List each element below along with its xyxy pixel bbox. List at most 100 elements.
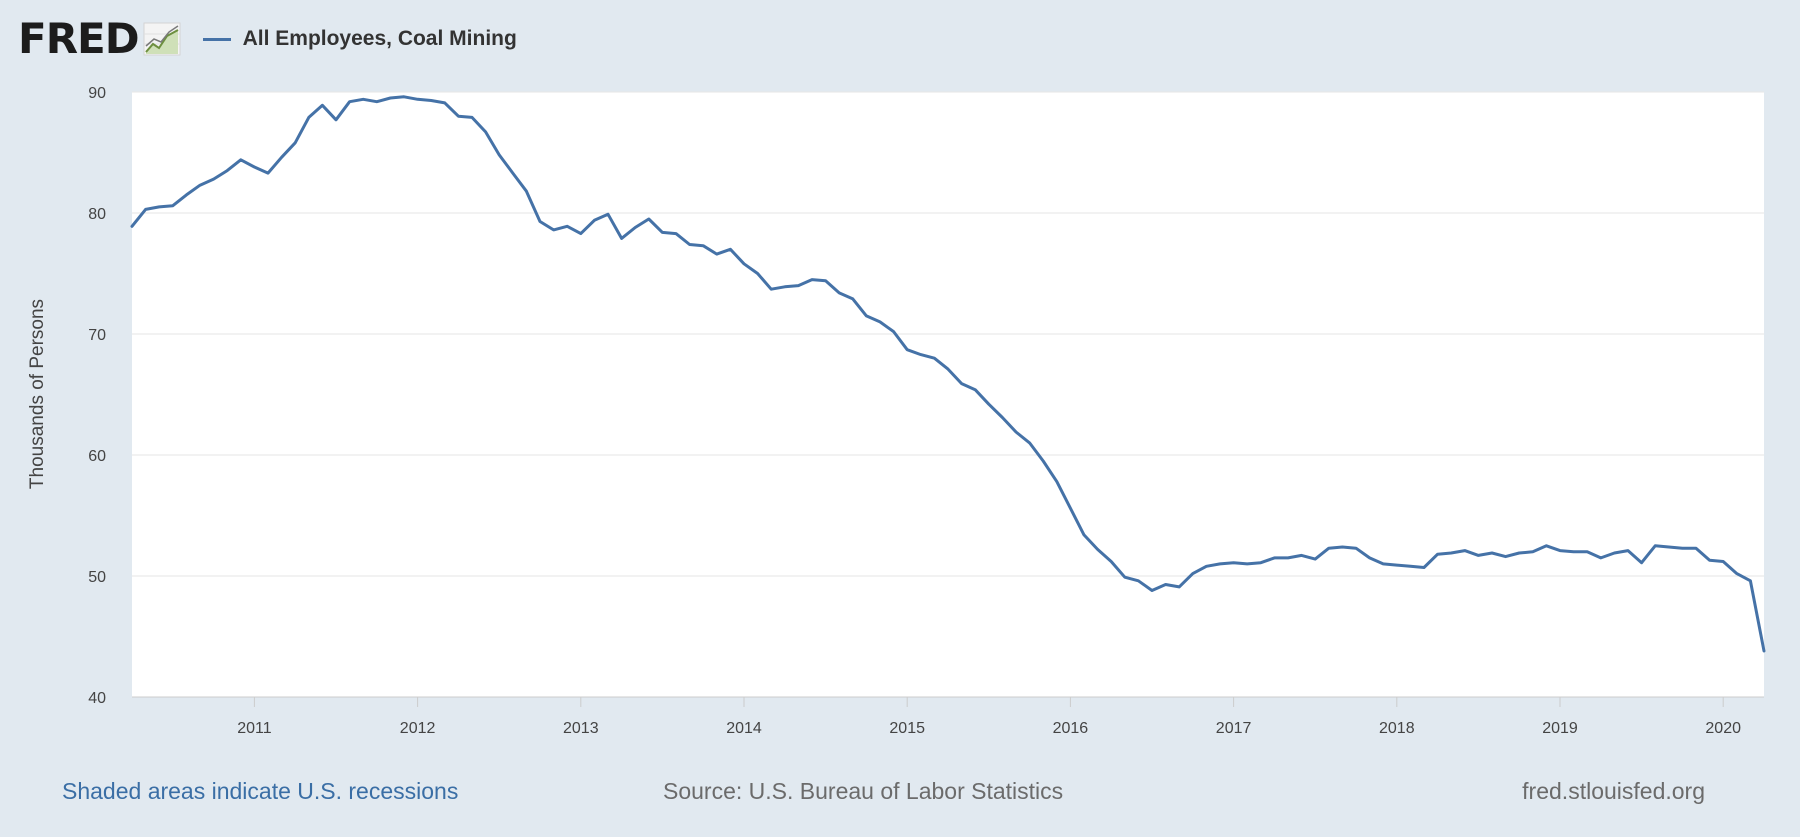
data-point[interactable] <box>263 168 273 178</box>
data-point[interactable] <box>562 221 572 231</box>
data-point[interactable] <box>1378 559 1388 569</box>
recession-note-link[interactable]: Shaded areas indicate U.S. recessions <box>62 778 459 804</box>
data-point[interactable] <box>1664 542 1674 552</box>
data-point[interactable] <box>331 115 341 125</box>
data-point[interactable] <box>821 276 831 286</box>
data-point[interactable] <box>1541 541 1551 551</box>
data-point[interactable] <box>1623 546 1633 556</box>
data-point[interactable] <box>943 364 953 374</box>
data-point[interactable] <box>535 217 545 227</box>
data-point[interactable] <box>1093 544 1103 554</box>
data-point[interactable] <box>277 152 287 162</box>
data-point[interactable] <box>712 249 722 259</box>
data-point[interactable] <box>1569 547 1579 557</box>
data-point[interactable] <box>589 215 599 225</box>
data-point[interactable] <box>889 327 899 337</box>
data-point[interactable] <box>1079 530 1089 540</box>
data-point[interactable] <box>1596 553 1606 563</box>
data-point[interactable] <box>358 94 368 104</box>
data-point[interactable] <box>1188 569 1198 579</box>
data-point[interactable] <box>508 168 518 178</box>
data-point[interactable] <box>1351 543 1361 553</box>
data-point[interactable] <box>657 227 667 237</box>
data-point[interactable] <box>1460 546 1470 556</box>
data-point[interactable] <box>494 150 504 160</box>
data-point[interactable] <box>317 100 327 110</box>
data-point[interactable] <box>453 111 463 121</box>
data-point[interactable] <box>1269 553 1279 563</box>
data-point[interactable] <box>1446 548 1456 558</box>
data-point[interactable] <box>576 229 586 239</box>
data-point[interactable] <box>1365 553 1375 563</box>
chart-legend[interactable]: All Employees, Coal Mining <box>202 27 517 51</box>
data-point[interactable] <box>1718 557 1728 567</box>
data-point[interactable] <box>1745 576 1755 586</box>
data-point[interactable] <box>413 94 423 104</box>
data-point[interactable] <box>1637 558 1647 568</box>
data-point[interactable] <box>195 180 205 190</box>
data-point[interactable] <box>902 345 912 355</box>
data-point[interactable] <box>1501 552 1511 562</box>
data-point[interactable] <box>875 317 885 327</box>
data-point[interactable] <box>345 97 355 107</box>
site-url[interactable]: fred.stlouisfed.org <box>1522 778 1705 804</box>
data-point[interactable] <box>1582 547 1592 557</box>
data-point[interactable] <box>1473 550 1483 560</box>
data-point[interactable] <box>929 353 939 363</box>
data-point[interactable] <box>861 311 871 321</box>
data-point[interactable] <box>209 174 219 184</box>
data-point[interactable] <box>521 186 531 196</box>
data-point[interactable] <box>304 112 314 122</box>
data-point[interactable] <box>1052 477 1062 487</box>
data-point[interactable] <box>426 96 436 106</box>
data-point[interactable] <box>1025 438 1035 448</box>
data-point[interactable] <box>1419 563 1429 573</box>
data-point[interactable] <box>1650 541 1660 551</box>
data-point[interactable] <box>1065 503 1075 513</box>
data-point[interactable] <box>236 155 246 165</box>
data-point[interactable] <box>1392 560 1402 570</box>
data-point[interactable] <box>671 229 681 239</box>
data-point[interactable] <box>127 221 137 231</box>
data-point[interactable] <box>154 202 164 212</box>
data-point[interactable] <box>685 240 695 250</box>
data-point[interactable] <box>181 190 191 200</box>
data-point[interactable] <box>1133 576 1143 586</box>
data-point[interactable] <box>372 97 382 107</box>
data-point[interactable] <box>1433 549 1443 559</box>
data-point[interactable] <box>793 281 803 291</box>
data-point[interactable] <box>1174 582 1184 592</box>
data-point[interactable] <box>222 166 232 176</box>
data-point[interactable] <box>698 241 708 251</box>
data-point[interactable] <box>1256 558 1266 568</box>
data-point[interactable] <box>848 294 858 304</box>
data-point[interactable] <box>957 379 967 389</box>
data-point[interactable] <box>385 93 395 103</box>
data-point[interactable] <box>1705 555 1715 565</box>
data-point[interactable] <box>807 275 817 285</box>
data-point[interactable] <box>1759 646 1769 656</box>
data-point[interactable] <box>970 385 980 395</box>
data-point[interactable] <box>644 214 654 224</box>
data-point[interactable] <box>141 204 151 214</box>
data-point[interactable] <box>1201 561 1211 571</box>
data-point[interactable] <box>1011 427 1021 437</box>
data-point[interactable] <box>617 233 627 243</box>
data-point[interactable] <box>1161 580 1171 590</box>
data-point[interactable] <box>440 98 450 108</box>
data-point[interactable] <box>630 223 640 233</box>
data-point[interactable] <box>1405 561 1415 571</box>
data-point[interactable] <box>1120 572 1130 582</box>
data-point[interactable] <box>1677 543 1687 553</box>
data-point[interactable] <box>1528 547 1538 557</box>
data-point[interactable] <box>997 413 1007 423</box>
data-point[interactable] <box>549 225 559 235</box>
data-point[interactable] <box>1732 569 1742 579</box>
data-point[interactable] <box>916 350 926 360</box>
series-line-0[interactable] <box>130 95 1766 653</box>
data-point[interactable] <box>249 162 259 172</box>
fred-logo[interactable]: FRED <box>18 18 181 60</box>
data-point[interactable] <box>1555 546 1565 556</box>
data-point[interactable] <box>603 209 613 219</box>
data-point[interactable] <box>1283 553 1293 563</box>
